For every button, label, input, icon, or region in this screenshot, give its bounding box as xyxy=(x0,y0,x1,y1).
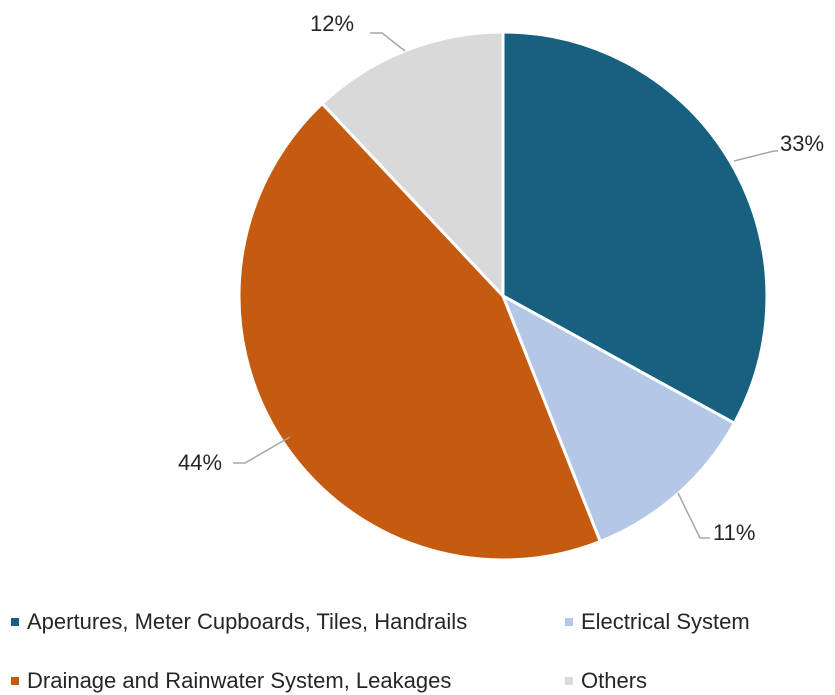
pie-chart-svg: 33% 11% 44% 12% xyxy=(178,11,824,562)
pie-slices xyxy=(237,30,769,562)
legend-label-apertures: Apertures, Meter Cupboards, Tiles, Handr… xyxy=(27,609,468,634)
legend-swatch-drainage xyxy=(11,677,19,685)
data-label-apertures: 33% xyxy=(780,131,824,156)
data-label-drainage: 44% xyxy=(178,450,222,475)
leader-line-drainage xyxy=(233,436,291,464)
legend-item-electrical: Electrical System xyxy=(565,609,750,635)
pie-slice-drainage xyxy=(237,102,602,562)
legend-item-apertures: Apertures, Meter Cupboards, Tiles, Handr… xyxy=(11,609,467,635)
legend-label-others: Others xyxy=(581,668,648,693)
legend-swatch-apertures xyxy=(11,618,19,626)
leader-lines xyxy=(233,32,778,539)
legend-swatch-electrical xyxy=(565,618,573,626)
legend-label-drainage: Drainage and Rainwater System, Leakages xyxy=(27,668,452,693)
legend-swatch-others xyxy=(565,677,573,685)
legend: Apertures, Meter Cupboards, Tiles, Handr… xyxy=(0,605,835,695)
legend-item-drainage: Drainage and Rainwater System, Leakages xyxy=(11,668,451,694)
data-label-others: 12% xyxy=(310,11,354,36)
legend-item-others: Others xyxy=(565,668,647,694)
pie-slice-apertures xyxy=(501,30,769,425)
leader-line-apertures xyxy=(733,150,778,162)
leader-line-electrical xyxy=(677,492,710,539)
legend-label-electrical: Electrical System xyxy=(581,609,750,634)
pie-slice-others xyxy=(320,30,505,298)
data-label-electrical: 11% xyxy=(713,520,755,545)
pie-slice-electrical xyxy=(501,294,736,543)
leader-line-others xyxy=(370,32,406,52)
data-labels: 33% 11% 44% 12% xyxy=(178,11,824,545)
